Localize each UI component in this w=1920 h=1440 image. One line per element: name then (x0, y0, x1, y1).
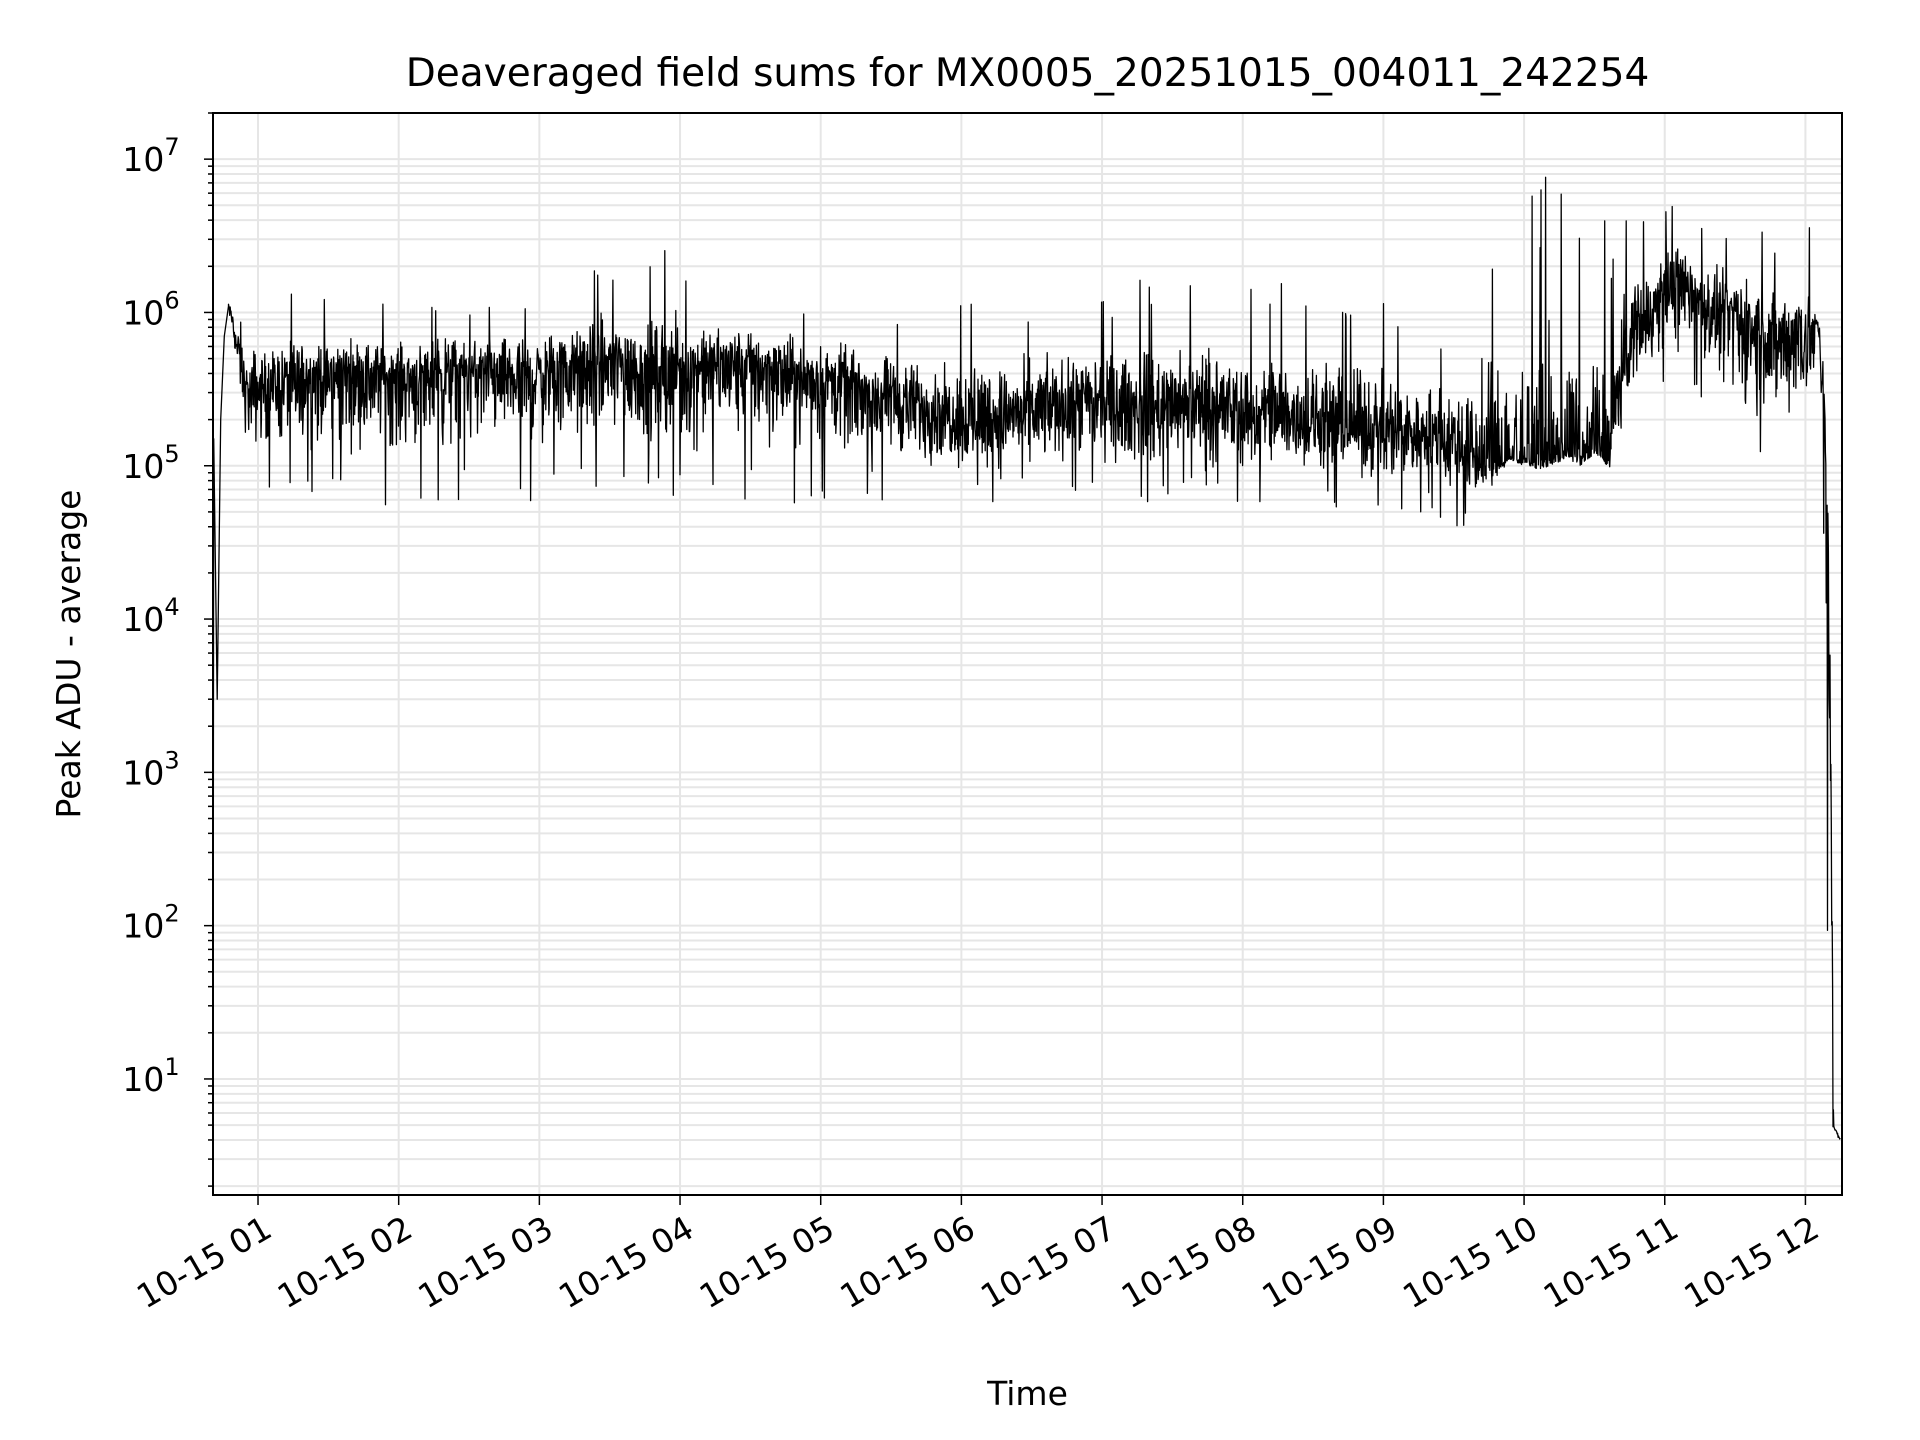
series-line (212, 176, 1841, 1196)
y-tick-exponent: 4 (164, 593, 179, 621)
y-tick-exponent: 5 (164, 440, 179, 468)
y-tick-base: 10 (122, 140, 164, 179)
y-tick-label: 101 (122, 1053, 179, 1099)
chart-title: Deaveraged field sums for MX0005_2025101… (406, 51, 1650, 96)
y-tick-label: 104 (122, 593, 179, 639)
y-tick-base: 10 (122, 1060, 164, 1099)
y-tick-exponent: 1 (164, 1053, 179, 1081)
y-tick-label: 105 (122, 440, 179, 486)
y-axis-label: Peak ADU - average (49, 490, 88, 819)
y-tick-exponent: 6 (164, 286, 179, 314)
y-tick-exponent: 3 (164, 746, 179, 774)
y-tick-base: 10 (122, 907, 164, 946)
y-tick-label: 106 (122, 286, 179, 332)
y-tick-base: 10 (122, 447, 164, 486)
y-tick-label: 102 (122, 900, 179, 946)
y-tick-base: 10 (122, 293, 164, 332)
grid (213, 112, 1842, 1195)
y-tick-exponent: 2 (164, 900, 179, 928)
y-tick-exponent: 7 (164, 133, 179, 161)
y-tick-label: 103 (122, 746, 179, 792)
y-tick-base: 10 (122, 753, 164, 792)
y-tick-label: 107 (122, 133, 179, 179)
series-layer (212, 176, 1841, 1196)
x-axis-label: Time (986, 1374, 1068, 1413)
plot-frame (212, 112, 1843, 1196)
y-tick-base: 10 (122, 600, 164, 639)
